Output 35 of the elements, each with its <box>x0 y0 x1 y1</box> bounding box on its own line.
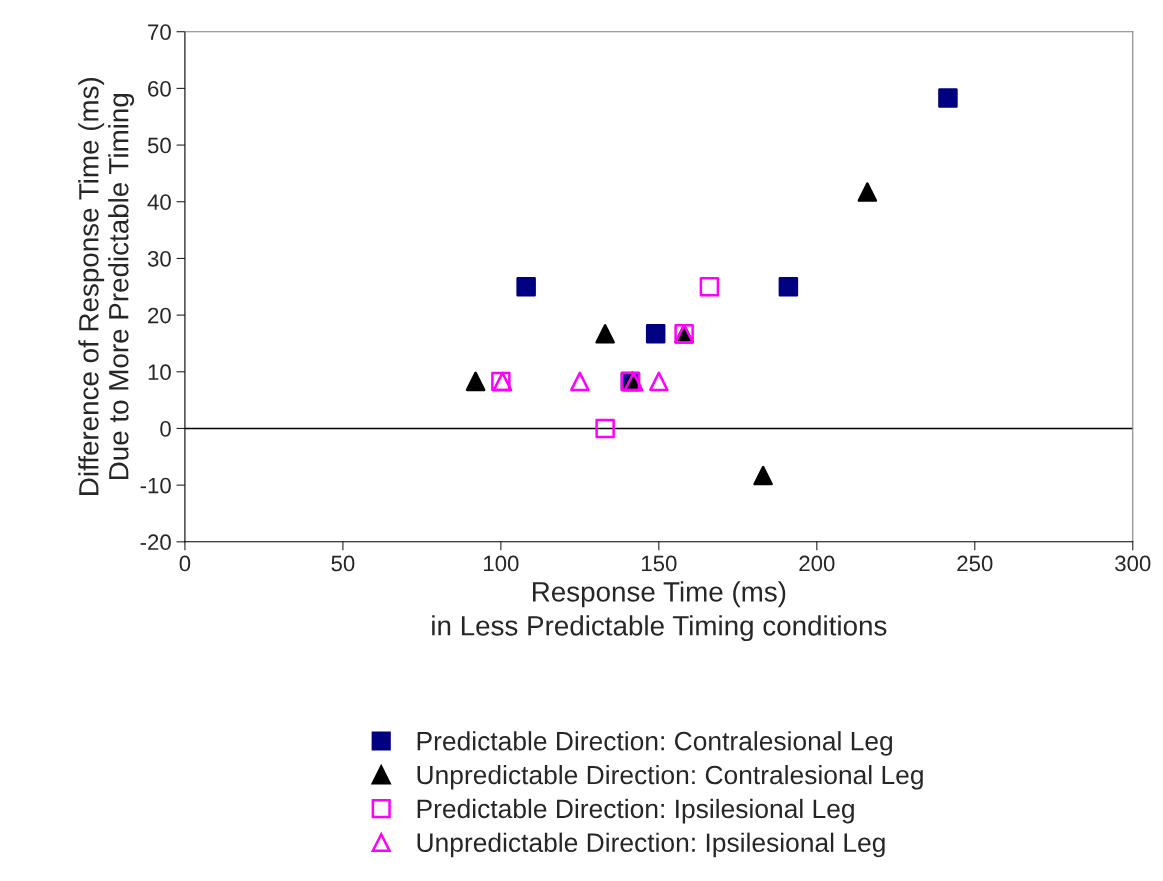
x-axis-title: Response Time (ms) in Less Predictable Timing conditions <box>432 581 887 642</box>
y-tick-label: 30 <box>147 250 171 267</box>
x-tick-label: 50 <box>331 555 355 572</box>
y-axis-title: Difference of Response Time (ms) Due to More Predictable Timing <box>78 78 135 495</box>
x-tick-label: 0 <box>179 555 191 572</box>
y-tick-label: 60 <box>148 80 171 97</box>
legend-label: Unpredictable Direction: Contralesional Leg <box>417 764 923 790</box>
x-tick-label: 250 <box>957 555 993 572</box>
point <box>753 465 773 486</box>
point <box>516 277 536 297</box>
x-tick-label: 150 <box>642 555 677 572</box>
point <box>649 371 669 392</box>
point <box>465 371 486 392</box>
y-tick-label: -10 <box>140 477 171 494</box>
y-tick-label: -20 <box>140 534 171 551</box>
point <box>570 371 590 392</box>
legend-label: Predictable Direction: Ipsilesional Leg <box>417 798 854 824</box>
point <box>595 418 615 439</box>
point <box>645 324 666 344</box>
y-tick-label: 50 <box>147 137 171 154</box>
x-tick-label: 200 <box>799 555 835 572</box>
y-tick-label: 20 <box>148 307 171 324</box>
legend-label: Unpredictable Direction: Ipsilesional Leg <box>417 832 885 858</box>
point <box>699 277 720 297</box>
x-tick-label: 300 <box>1115 555 1151 572</box>
y-tick-label: 70 <box>148 24 171 40</box>
legend-label: Predictable Direction: Contralesional Leg <box>417 731 893 756</box>
point <box>938 88 958 108</box>
y-tick-label: 10 <box>148 364 171 381</box>
x-tick-label: 100 <box>484 555 519 572</box>
point <box>778 277 799 297</box>
point <box>857 182 878 202</box>
point <box>595 324 615 344</box>
y-tick-label: 0 <box>160 420 171 437</box>
y-tick-label: 40 <box>147 194 171 211</box>
